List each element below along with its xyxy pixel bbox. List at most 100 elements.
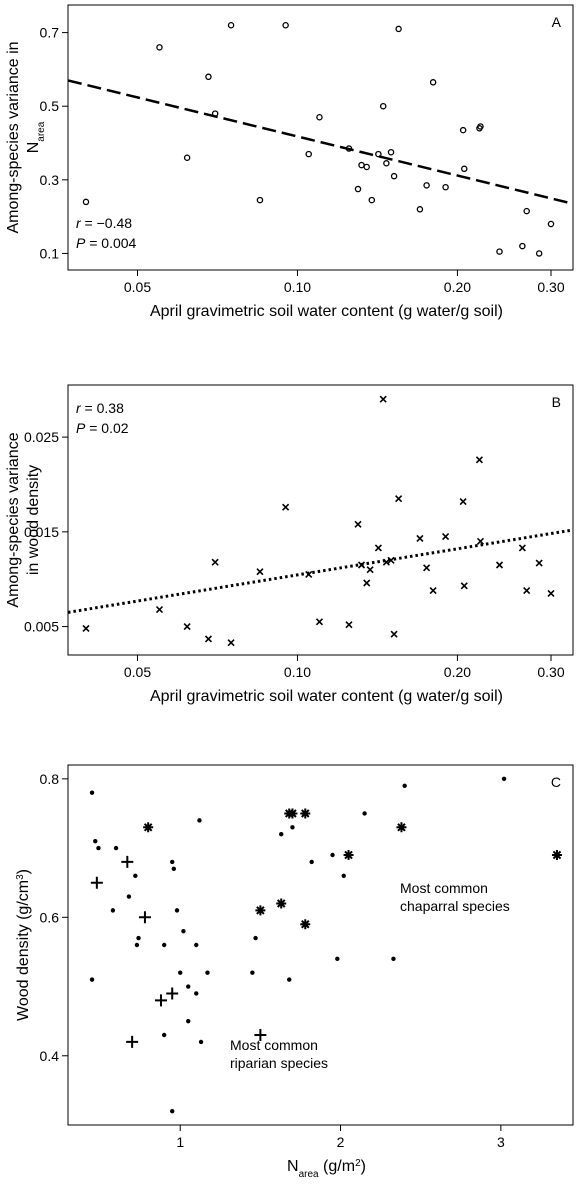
point [442, 183, 449, 191]
point [547, 220, 555, 228]
point [194, 991, 199, 996]
y-axis-label-part: N [25, 142, 42, 154]
point [459, 497, 467, 506]
y-axis-label-part: Among-species variance in [5, 41, 22, 233]
point [363, 163, 370, 171]
point [170, 1108, 175, 1114]
y-tick-label: 0.8 [40, 771, 60, 787]
point [90, 876, 103, 889]
x-axis-label-sup: 2 [355, 1158, 361, 1169]
point [186, 1018, 191, 1024]
x-tick-label: 3 [497, 1134, 505, 1150]
point [156, 44, 163, 51]
point [429, 587, 437, 595]
point [256, 196, 264, 204]
point [390, 172, 398, 180]
x-tick-label: 0.20 [444, 279, 471, 295]
point [96, 845, 101, 851]
point [305, 150, 312, 158]
point [416, 534, 424, 543]
point [161, 942, 167, 948]
point [204, 635, 213, 643]
point [518, 544, 526, 552]
point [136, 935, 141, 941]
point [423, 564, 431, 572]
point [416, 206, 424, 213]
point [429, 79, 437, 86]
point [197, 818, 202, 823]
y-axis-label-part: Wood density (g/cm [15, 880, 32, 1021]
point [358, 161, 365, 169]
point [330, 852, 335, 858]
stat-annotation: P = 0.004 [76, 235, 137, 251]
stat-text: = 0.02 [85, 420, 128, 436]
x-tick-label: 0.30 [537, 664, 564, 680]
y-tick-label: 0.005 [24, 619, 59, 635]
x-tick-label: 0.05 [124, 279, 151, 295]
point [282, 21, 289, 29]
point [89, 790, 95, 795]
point [475, 456, 483, 464]
x-tick-label: 0.20 [444, 664, 471, 680]
point [363, 579, 371, 587]
point [309, 859, 314, 865]
point [110, 908, 116, 913]
point [227, 639, 235, 647]
point [535, 559, 543, 567]
x-axis-label-part: (g/m [319, 1158, 355, 1175]
x-tick-label: 0.10 [284, 664, 311, 680]
y-tick-label: 0.3 [40, 172, 60, 188]
point [155, 605, 164, 614]
point [523, 587, 531, 595]
stat-symbol: P [76, 235, 86, 251]
x-axis-label-sub: area [299, 1169, 319, 1180]
stat-text: = 0.004 [85, 235, 136, 251]
stat-symbol: P [76, 420, 86, 436]
point [256, 568, 264, 576]
annotation: chaparral species [400, 898, 510, 914]
point [477, 123, 484, 130]
point [402, 783, 407, 788]
y-axis-label-part: ) [15, 869, 32, 874]
trend-line [67, 528, 574, 614]
point [287, 808, 298, 819]
y-axis-label-sub: area [36, 121, 47, 141]
point [121, 855, 134, 868]
point [460, 582, 468, 590]
point [82, 624, 90, 633]
point [460, 165, 468, 173]
point [211, 110, 219, 117]
point [82, 198, 90, 206]
panel: 0.005 0.015 0.025 0.05 0.10 0.20 0.30 April gra… [5, 384, 574, 705]
point [341, 873, 346, 878]
x-tick-label: 1 [176, 1134, 184, 1150]
point [357, 561, 366, 569]
x-axis-label: April gravimetric soil water content (g … [150, 303, 503, 320]
point [391, 956, 396, 962]
y-tick-label: 0.025 [24, 429, 59, 445]
x-tick-label: 0.05 [124, 664, 151, 680]
point [379, 102, 387, 110]
plot-frame [67, 4, 574, 271]
point [362, 811, 367, 816]
point [383, 160, 390, 167]
point [551, 850, 562, 860]
x-axis-label: April gravimetric soil water content (g … [150, 688, 503, 705]
point [535, 250, 543, 257]
point [138, 911, 151, 924]
point [354, 520, 362, 528]
point [183, 154, 191, 161]
point [276, 898, 287, 909]
y-tick-label: 0.7 [40, 25, 60, 41]
y-tick-label: 0.4 [40, 1048, 60, 1064]
point [174, 908, 180, 913]
point [382, 558, 390, 566]
point [547, 589, 555, 597]
point [523, 207, 530, 215]
point [396, 822, 407, 833]
stat-text: = 0.38 [81, 400, 124, 416]
point [186, 984, 191, 989]
point [126, 894, 132, 899]
